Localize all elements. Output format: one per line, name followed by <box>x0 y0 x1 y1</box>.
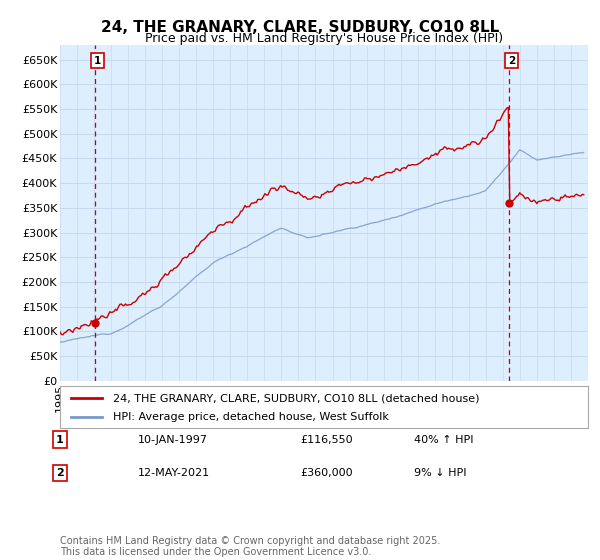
Text: 2: 2 <box>56 468 64 478</box>
Text: 10-JAN-1997: 10-JAN-1997 <box>138 435 208 445</box>
Text: 40% ↑ HPI: 40% ↑ HPI <box>414 435 473 445</box>
Text: 24, THE GRANARY, CLARE, SUDBURY, CO10 8LL: 24, THE GRANARY, CLARE, SUDBURY, CO10 8L… <box>101 20 499 35</box>
Text: 1: 1 <box>94 55 101 66</box>
Text: £116,550: £116,550 <box>300 435 353 445</box>
Text: Contains HM Land Registry data © Crown copyright and database right 2025.
This d: Contains HM Land Registry data © Crown c… <box>60 535 440 557</box>
Text: HPI: Average price, detached house, West Suffolk: HPI: Average price, detached house, West… <box>113 412 389 422</box>
Text: 2: 2 <box>508 55 515 66</box>
Text: 1: 1 <box>56 435 64 445</box>
Text: £360,000: £360,000 <box>300 468 353 478</box>
Title: Price paid vs. HM Land Registry's House Price Index (HPI): Price paid vs. HM Land Registry's House … <box>145 32 503 45</box>
Text: 12-MAY-2021: 12-MAY-2021 <box>138 468 210 478</box>
Text: 24, THE GRANARY, CLARE, SUDBURY, CO10 8LL (detached house): 24, THE GRANARY, CLARE, SUDBURY, CO10 8L… <box>113 393 479 403</box>
Text: 9% ↓ HPI: 9% ↓ HPI <box>414 468 467 478</box>
